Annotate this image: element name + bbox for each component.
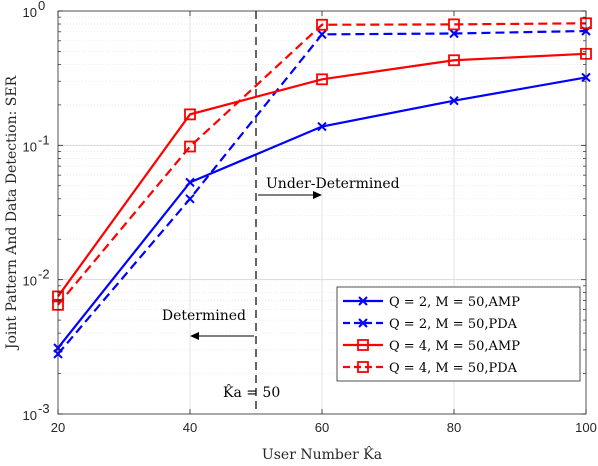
data-point-2 xyxy=(316,73,328,86)
marker-stroke xyxy=(317,121,327,132)
data-point-0 xyxy=(317,121,327,132)
annotations: Under-Determined Determined K̂a = 50 xyxy=(162,176,400,401)
data-point-1 xyxy=(185,194,195,204)
y-tick-label: 10 xyxy=(23,408,37,423)
y-tick-label-exponent: -1 xyxy=(38,132,50,147)
data-point-3 xyxy=(316,18,328,31)
legend-label-1: Q = 2, M = 50,PDA xyxy=(389,317,518,332)
axis-ticks xyxy=(57,10,587,415)
data-point-2 xyxy=(448,54,460,67)
legend: Q = 2, M = 50,AMP Q = 2, M = 50,PDA Q = 4,… xyxy=(336,286,581,382)
y-tick-label: 10 xyxy=(23,274,37,289)
y-axis-label: Joint Pattern And Data Detection: SER xyxy=(4,75,20,351)
marker-stroke xyxy=(449,28,459,39)
y-tick-label-exponent: 0 xyxy=(38,0,45,13)
x-tick-label: 80 xyxy=(447,420,461,435)
marker-stroke xyxy=(449,95,459,106)
x-axis-label: User Number K̂a xyxy=(262,445,382,463)
x-tick-label: 60 xyxy=(315,420,329,435)
legend-marker xyxy=(357,339,369,351)
legend-label-0: Q = 2, M = 50,AMP xyxy=(389,295,520,310)
determined-arrowhead xyxy=(190,332,199,340)
data-point-2 xyxy=(184,108,196,121)
data-point-0 xyxy=(185,177,195,188)
determined-label: Determined xyxy=(162,308,246,324)
y-tick-label: 10 xyxy=(23,5,37,20)
x-tick-label: 20 xyxy=(51,420,65,435)
legend-label-2: Q = 4, M = 50,AMP xyxy=(389,339,520,354)
data-point-0 xyxy=(449,95,459,106)
data-point-3 xyxy=(448,18,460,31)
x-tick-label: 100 xyxy=(575,420,597,435)
legend-box xyxy=(336,286,581,382)
data-point-1 xyxy=(449,28,459,39)
marker-stroke xyxy=(317,29,327,40)
data-point-3 xyxy=(184,140,196,153)
legend-marker xyxy=(357,361,369,373)
series-line-2 xyxy=(57,52,587,298)
y-tick-label: 10 xyxy=(23,139,37,154)
y-tick-label-exponent: -3 xyxy=(38,401,50,416)
series-line-3 xyxy=(57,22,587,306)
marker-stroke xyxy=(185,177,195,188)
legend-marker xyxy=(358,296,368,306)
data-point-1 xyxy=(317,29,327,40)
y-tick-label-exponent: -2 xyxy=(38,267,50,282)
legend-label-3: Q = 4, M = 50,PDA xyxy=(389,361,518,376)
legend-marker xyxy=(358,318,368,328)
x-tick-label: 40 xyxy=(183,420,197,435)
marker-stroke xyxy=(185,194,195,204)
under-determined-label: Under-Determined xyxy=(266,176,400,192)
threshold-label: K̂a = 50 xyxy=(223,383,280,401)
under-determined-arrowhead xyxy=(313,191,322,199)
